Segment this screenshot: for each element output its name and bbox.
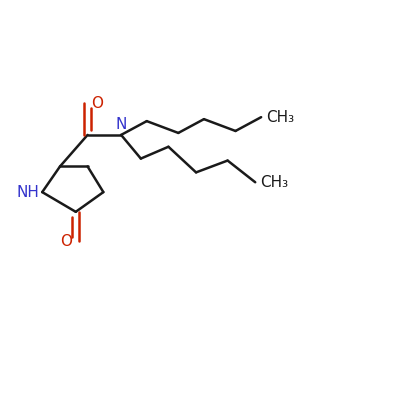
Text: O: O: [91, 96, 103, 111]
Text: N: N: [116, 117, 127, 132]
Text: O: O: [60, 234, 72, 249]
Text: CH₃: CH₃: [260, 175, 288, 190]
Text: NH: NH: [16, 185, 39, 200]
Text: CH₃: CH₃: [266, 110, 294, 125]
